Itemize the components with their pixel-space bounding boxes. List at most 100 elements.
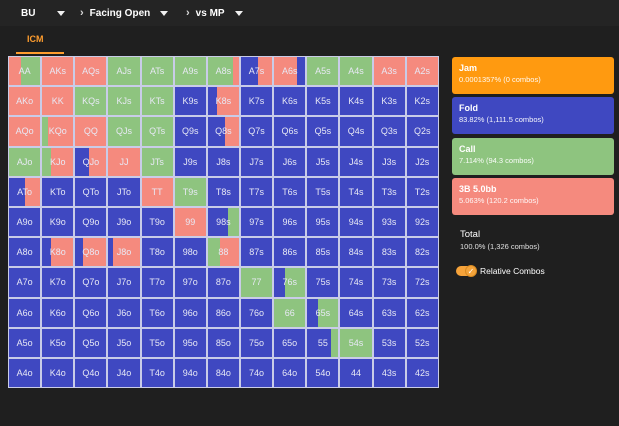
hand-cell[interactable]: AJo (8, 146, 42, 177)
hand-cell[interactable]: A5o (8, 327, 42, 358)
legend-fold[interactable]: Fold 83.82% (1,111.5 combos) (452, 97, 614, 134)
hand-cell[interactable]: T9o (140, 206, 174, 238)
hand-cell[interactable]: Q4s (339, 116, 373, 147)
hand-cell[interactable]: T9s (173, 176, 207, 207)
hand-cell[interactable]: T3s (372, 176, 406, 207)
hand-cell[interactable]: 54o (306, 357, 340, 389)
hand-cell[interactable]: 95s (306, 206, 340, 238)
hand-cell[interactable]: K4s (339, 86, 373, 117)
hand-cell[interactable]: J7s (239, 146, 274, 177)
hand-cell[interactable]: K4o (41, 357, 75, 389)
hand-cell[interactable]: A7o (8, 267, 42, 298)
hand-cell[interactable]: J9o (107, 206, 141, 238)
hand-cell[interactable]: 54s (339, 327, 373, 358)
relative-combos-toggle[interactable]: ✓ (456, 265, 477, 277)
hand-cell[interactable]: 74s (339, 267, 373, 298)
hand-cell[interactable]: 75o (239, 327, 274, 358)
hand-cell[interactable]: 84o (206, 357, 240, 389)
hand-cell[interactable]: T4o (140, 357, 174, 389)
hand-cell[interactable]: QTo (74, 176, 108, 207)
hand-cell[interactable]: 92s (405, 206, 439, 238)
hand-cell[interactable]: 83s (372, 237, 406, 268)
hand-cell[interactable]: 64o (273, 357, 307, 389)
hand-cell[interactable]: K8s (206, 86, 240, 117)
legend-jam[interactable]: Jam 0.0001357% (0 combos) (452, 57, 614, 94)
hand-cell[interactable]: 98o (173, 237, 207, 268)
hand-cell[interactable]: 52s (405, 327, 439, 358)
hand-cell[interactable]: QJo (74, 146, 108, 177)
hand-cell[interactable]: K8o (41, 237, 75, 268)
hand-cell[interactable]: A9s (173, 56, 207, 87)
hand-cell[interactable]: 88 (206, 237, 240, 268)
hand-cell[interactable]: 93s (372, 206, 406, 238)
hand-cell[interactable]: QQ (74, 116, 108, 147)
hand-cell[interactable]: KQs (74, 86, 108, 117)
hand-cell[interactable]: T8s (206, 176, 240, 207)
hand-cell[interactable]: KTs (140, 86, 174, 117)
hand-cell[interactable]: 64s (339, 297, 373, 328)
hand-cell[interactable]: K5o (41, 327, 75, 358)
hand-cell[interactable]: A8s (206, 56, 240, 87)
hand-cell[interactable]: Q7o (74, 267, 108, 298)
hand-cell[interactable]: AJs (107, 56, 141, 87)
hand-cell[interactable]: A3s (372, 56, 406, 87)
hand-cell[interactable]: Q6s (273, 116, 307, 147)
hand-cell[interactable]: 86s (273, 237, 307, 268)
hand-cell[interactable]: ATo (8, 176, 42, 207)
legend-3bet[interactable]: 3B 5.0bb 5.063% (120.2 combos) (452, 178, 614, 215)
hand-cell[interactable]: Q8o (74, 237, 108, 268)
hand-cell[interactable]: T5o (140, 327, 174, 358)
action-dropdown[interactable]: › Facing Open (80, 5, 169, 21)
hand-cell[interactable]: Q8s (206, 116, 240, 147)
hand-cell[interactable]: 87s (239, 237, 274, 268)
hand-cell[interactable]: Q6o (74, 297, 108, 328)
hand-cell[interactable]: T2s (405, 176, 439, 207)
hand-cell[interactable]: J6s (273, 146, 307, 177)
hand-cell[interactable]: J8o (107, 237, 141, 268)
hand-cell[interactable]: J4o (107, 357, 141, 389)
hand-cell[interactable]: K3s (372, 86, 406, 117)
hand-cell[interactable]: JJ (107, 146, 141, 177)
hand-cell[interactable]: A2s (405, 56, 439, 87)
hand-cell[interactable]: K7o (41, 267, 75, 298)
hand-cell[interactable]: 43s (372, 357, 406, 389)
position-dropdown[interactable]: BU (21, 5, 66, 21)
hand-cell[interactable]: AQo (8, 116, 42, 147)
hand-cell[interactable]: T7s (239, 176, 274, 207)
hand-cell[interactable]: AKs (41, 56, 75, 87)
hand-cell[interactable]: K5s (306, 86, 340, 117)
hand-cell[interactable]: AA (8, 56, 42, 87)
hand-cell[interactable]: 55 (306, 327, 340, 358)
hand-cell[interactable]: J4s (339, 146, 373, 177)
hand-cell[interactable]: Q2s (405, 116, 439, 147)
hand-cell[interactable]: Q9s (173, 116, 207, 147)
hand-cell[interactable]: T6o (140, 297, 174, 328)
hand-cell[interactable]: Q7s (239, 116, 274, 147)
hand-cell[interactable]: KTo (41, 176, 75, 207)
hand-cell[interactable]: 44 (339, 357, 373, 389)
hand-cell[interactable]: 86o (206, 297, 240, 328)
hand-cell[interactable]: 98s (206, 206, 240, 238)
hand-cell[interactable]: K2s (405, 86, 439, 117)
hand-cell[interactable]: 65s (306, 297, 340, 328)
hand-cell[interactable]: KJs (107, 86, 141, 117)
hand-cell[interactable]: J7o (107, 267, 141, 298)
hand-cell[interactable]: 85o (206, 327, 240, 358)
hand-cell[interactable]: 95o (173, 327, 207, 358)
hand-cell[interactable]: QJs (107, 116, 141, 147)
hand-cell[interactable]: A6o (8, 297, 42, 328)
hand-cell[interactable]: Q3s (372, 116, 406, 147)
hand-cell[interactable]: 73s (372, 267, 406, 298)
hand-cell[interactable]: A8o (8, 237, 42, 268)
hand-cell[interactable]: 75s (306, 267, 340, 298)
hand-cell[interactable]: AKo (8, 86, 42, 117)
hand-cell[interactable]: A4o (8, 357, 42, 389)
tab-icm[interactable]: ICM (16, 32, 64, 54)
hand-cell[interactable]: J9s (173, 146, 207, 177)
hand-cell[interactable]: K7s (239, 86, 274, 117)
hand-cell[interactable]: T4s (339, 176, 373, 207)
hand-cell[interactable]: KJo (41, 146, 75, 177)
hand-cell[interactable]: T8o (140, 237, 174, 268)
hand-cell[interactable]: T6s (273, 176, 307, 207)
hand-cell[interactable]: 76s (273, 267, 307, 298)
